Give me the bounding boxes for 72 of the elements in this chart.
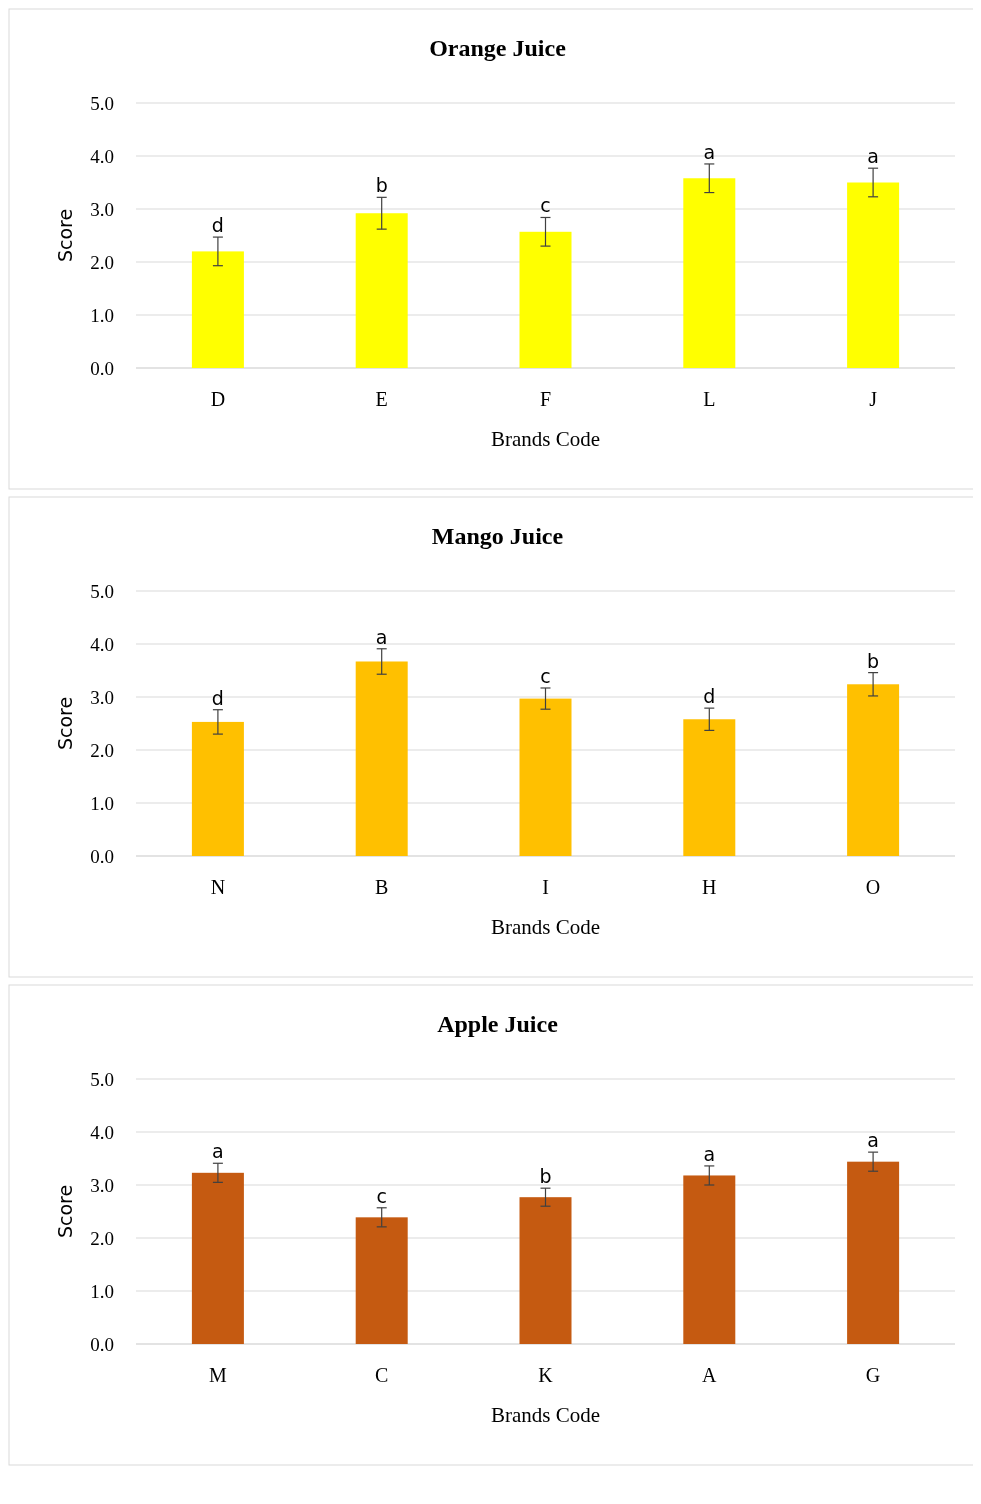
x-axis-title: Brands Code bbox=[490, 427, 601, 451]
annotation: d bbox=[211, 686, 224, 709]
annotation: c bbox=[376, 1184, 387, 1207]
x-axis-title: Brands Code bbox=[490, 915, 601, 939]
bar bbox=[191, 1172, 244, 1344]
y-tick-label: 3.0 bbox=[90, 686, 114, 708]
bar bbox=[355, 213, 408, 368]
y-tick-label: 5.0 bbox=[90, 1068, 114, 1090]
y-tick-label: 2.0 bbox=[90, 251, 114, 273]
y-axis-title: Score bbox=[54, 208, 76, 263]
y-axis-title: Score bbox=[54, 1184, 76, 1239]
y-tick-label: 2.0 bbox=[90, 1227, 114, 1249]
bar bbox=[847, 1161, 900, 1344]
bar bbox=[847, 684, 900, 856]
annotation: a bbox=[703, 1142, 716, 1165]
annotation: c bbox=[540, 194, 551, 217]
bar bbox=[683, 178, 736, 368]
annotation: a bbox=[212, 1140, 224, 1163]
annotation: a bbox=[703, 140, 716, 163]
bar bbox=[355, 1217, 408, 1344]
bar bbox=[683, 719, 736, 856]
annotation: b bbox=[539, 1165, 552, 1188]
x-tick-label: B bbox=[375, 876, 389, 898]
y-tick-label: 1.0 bbox=[90, 1280, 114, 1302]
annotation: d bbox=[211, 214, 224, 237]
y-tick-label: 5.0 bbox=[90, 92, 114, 114]
y-tick-label: 4.0 bbox=[90, 1121, 114, 1143]
bar bbox=[847, 182, 900, 368]
bar bbox=[191, 251, 244, 368]
x-tick-label: D bbox=[210, 388, 226, 410]
y-tick-label: 0.0 bbox=[90, 1333, 114, 1355]
y-tick-label: 1.0 bbox=[90, 304, 114, 326]
annotation: b bbox=[867, 649, 880, 672]
x-tick-label: N bbox=[210, 876, 226, 898]
y-axis-title: Score bbox=[54, 696, 76, 751]
bar bbox=[519, 698, 572, 856]
chart-title: Mango Juice bbox=[431, 523, 564, 549]
annotation: a bbox=[867, 145, 879, 168]
annotation: b bbox=[375, 174, 388, 197]
y-tick-label: 1.0 bbox=[90, 792, 114, 814]
x-tick-label: G bbox=[865, 1364, 881, 1386]
x-tick-label: I bbox=[542, 876, 549, 898]
y-tick-label: 3.0 bbox=[90, 1174, 114, 1196]
annotation: a bbox=[375, 625, 388, 648]
x-tick-label: O bbox=[865, 876, 881, 898]
x-tick-label: M bbox=[209, 1364, 227, 1386]
bar bbox=[519, 1197, 572, 1344]
bar bbox=[191, 721, 244, 856]
chart-title: Orange Juice bbox=[429, 35, 567, 61]
bar bbox=[519, 231, 572, 368]
y-tick-label: 0.0 bbox=[90, 357, 114, 379]
x-tick-label: E bbox=[375, 388, 388, 410]
y-tick-label: 5.0 bbox=[90, 580, 114, 602]
x-tick-label: H bbox=[702, 876, 717, 898]
y-tick-label: 4.0 bbox=[90, 145, 114, 167]
x-tick-label: C bbox=[375, 1364, 389, 1386]
annotation: a bbox=[867, 1129, 879, 1152]
y-tick-label: 2.0 bbox=[90, 739, 114, 761]
x-tick-label: F bbox=[539, 388, 552, 410]
y-tick-label: 3.0 bbox=[90, 198, 114, 220]
bar bbox=[683, 1175, 736, 1344]
x-tick-label: L bbox=[703, 388, 716, 410]
x-tick-label: A bbox=[702, 1364, 718, 1386]
y-tick-label: 0.0 bbox=[90, 845, 114, 867]
annotation: d bbox=[703, 685, 716, 708]
annotation: c bbox=[540, 664, 551, 687]
x-axis-title: Brands Code bbox=[490, 1403, 601, 1427]
y-tick-label: 4.0 bbox=[90, 633, 114, 655]
x-tick-label: K bbox=[538, 1364, 554, 1386]
bar bbox=[355, 661, 408, 856]
chart-title: Apple Juice bbox=[437, 1011, 559, 1037]
x-tick-label: J bbox=[869, 388, 878, 410]
